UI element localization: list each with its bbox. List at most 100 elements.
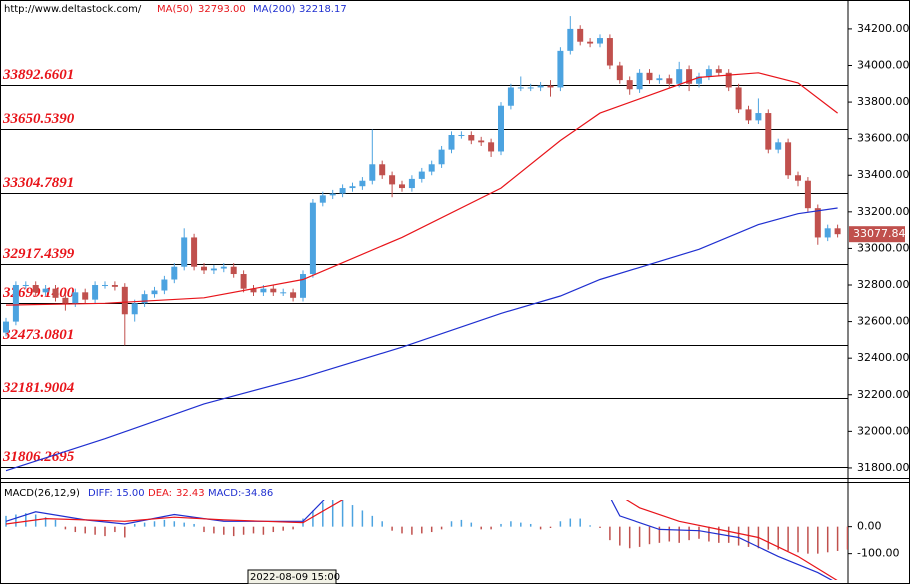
candle-body	[656, 78, 663, 81]
candle-body	[300, 274, 306, 298]
candle-body	[686, 69, 693, 84]
candle-body	[121, 286, 128, 315]
y-tick-label: 33000.00	[857, 241, 910, 254]
y-tick-label: 32000.00	[857, 424, 910, 437]
y-tick-label: 31800.00	[857, 461, 910, 474]
candle-body	[141, 294, 148, 304]
level-label: 33650.5390	[2, 111, 75, 127]
candle-body	[32, 285, 39, 293]
candle-body	[131, 303, 138, 315]
candle-body	[408, 178, 415, 189]
y-tick-label: 33400.00	[857, 168, 910, 181]
candle-body	[369, 164, 376, 181]
candle-body	[210, 268, 217, 271]
macd-legend-value: 32.43	[176, 488, 205, 499]
y-tick-label: 33200.00	[857, 205, 910, 218]
candle-body	[517, 87, 524, 89]
candle-body	[22, 285, 29, 287]
candle-body	[418, 171, 425, 179]
candle-body	[478, 140, 485, 143]
last-price-box	[849, 226, 905, 243]
y-tick-label: 33800.00	[857, 95, 910, 108]
legend: http://www.deltastock.com/MA(50) 32793.00…	[4, 4, 347, 584]
candle-body	[557, 50, 564, 88]
price-panel: 31800.00 32000.00 32200.00 32400.00 32600.00…	[0, 16, 910, 474]
candle-body	[507, 87, 514, 106]
candle-body	[755, 113, 762, 121]
candle-body	[181, 237, 188, 267]
candle-body	[458, 135, 465, 137]
macd-panel: 0.00 -100.00 MACD(26,12,9) DIFF: 15.00 DEA: 32…	[4, 488, 899, 580]
candle-body	[399, 184, 405, 189]
y-tick-label: 32200.00	[857, 388, 910, 401]
indicator-line	[5, 500, 838, 580]
y-tick-label: 34000.00	[857, 58, 910, 71]
level-label: 33304.7891	[2, 175, 74, 191]
candle-body	[72, 292, 79, 304]
macd-legend-value: 15.00	[116, 488, 145, 499]
legend-value: 32218.17	[299, 4, 347, 15]
candle-body	[428, 164, 435, 172]
source-url: http://www.deltastock.com/	[4, 4, 142, 15]
candle-body	[488, 142, 495, 152]
candle-body	[626, 80, 633, 90]
candle-body	[696, 76, 702, 84]
candle-body	[319, 195, 326, 203]
candle-body	[102, 285, 108, 287]
candle-body	[814, 208, 821, 238]
y-tick-label: 32400.00	[857, 351, 910, 364]
level-label: 32181.9004	[2, 380, 75, 396]
candle-body	[309, 202, 316, 275]
level-label: 32917.4399	[2, 246, 75, 262]
candle-body	[359, 180, 366, 187]
candle-body	[725, 72, 732, 88]
candle-body	[804, 180, 811, 209]
candle-body	[597, 38, 603, 44]
level-label: 31806.2695	[2, 449, 75, 465]
candle-body	[201, 266, 207, 271]
candle-body	[775, 142, 782, 150]
legend-name: MA(200)	[253, 4, 295, 15]
candle-body	[646, 72, 653, 81]
candle-body	[161, 279, 168, 291]
candle-body	[240, 274, 247, 289]
candle-body	[785, 142, 792, 176]
candle-body	[438, 149, 445, 165]
candle-body	[448, 135, 455, 150]
candle-body	[567, 28, 574, 51]
candle-body	[3, 321, 9, 333]
macd-title: MACD(26,12,9)	[4, 488, 80, 499]
candle-body	[715, 69, 722, 73]
y-tick-label: 34200.00	[857, 22, 910, 35]
candle-body	[260, 288, 267, 293]
candle-body	[230, 266, 237, 275]
candle-body	[468, 135, 475, 141]
candle-body	[42, 288, 49, 293]
candle-body	[290, 292, 297, 298]
candle-body	[111, 285, 118, 287]
candle-body	[270, 288, 277, 293]
candle-body	[795, 175, 801, 181]
candle-body	[666, 78, 673, 84]
candle-body	[616, 65, 623, 81]
candle-body	[745, 109, 752, 121]
macd-legend-name: DIFF:	[88, 488, 113, 499]
candle-body	[82, 292, 89, 300]
candle-body	[250, 288, 257, 293]
y-tick-label: -100.00	[857, 547, 899, 560]
candle-body	[220, 266, 227, 269]
candle-body	[577, 28, 584, 42]
candle-body	[824, 228, 831, 238]
candle-body	[92, 285, 99, 300]
candle-body	[735, 87, 742, 110]
legend-name: MA(50)	[157, 4, 193, 15]
candle-body	[636, 72, 643, 90]
y-tick-label: 0.00	[857, 520, 882, 533]
candle-body	[171, 266, 178, 280]
cursor-time-box	[247, 569, 337, 584]
candle-body	[765, 113, 772, 150]
cursor-time: 2022-08-09 15:00	[250, 572, 340, 583]
candle-body	[379, 164, 386, 176]
indicator-line	[5, 72, 838, 306]
